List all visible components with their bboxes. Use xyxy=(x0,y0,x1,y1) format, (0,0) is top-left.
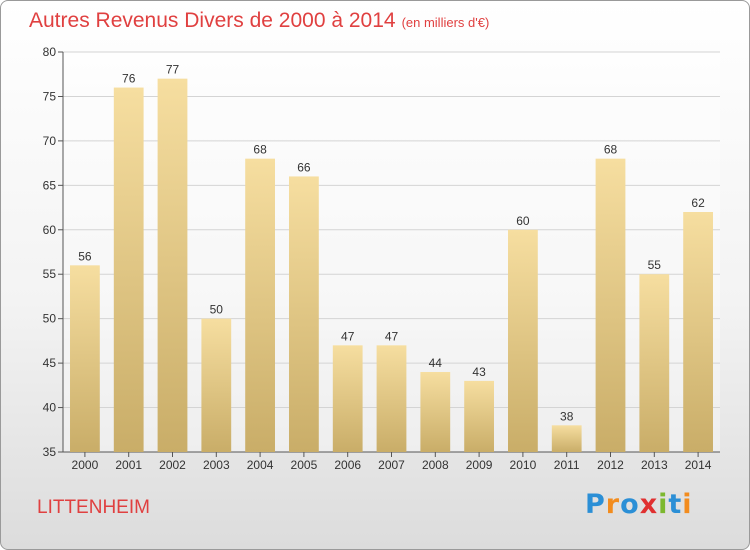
bar xyxy=(376,345,407,452)
x-tick-label: 2009 xyxy=(466,458,493,472)
data-label: 44 xyxy=(429,356,443,370)
data-label: 60 xyxy=(516,214,530,228)
y-tick-label: 80 xyxy=(43,45,57,59)
data-label: 56 xyxy=(78,249,92,263)
x-tick-label: 2006 xyxy=(334,458,361,472)
bar xyxy=(464,380,494,452)
bar xyxy=(332,345,363,452)
bar xyxy=(551,425,582,452)
bar xyxy=(157,78,188,453)
y-tick-label: 65 xyxy=(43,178,57,192)
data-label: 38 xyxy=(560,409,574,423)
y-tick-label: 35 xyxy=(43,445,57,459)
bar xyxy=(70,265,100,452)
chart-subtitle: (en milliers d'€) xyxy=(401,15,490,30)
data-label: 62 xyxy=(691,196,705,210)
data-label: 66 xyxy=(297,160,311,174)
x-tick-label: 2000 xyxy=(72,458,99,472)
logo-letter: i xyxy=(658,489,669,520)
x-tick-label: 2013 xyxy=(641,458,668,472)
bar xyxy=(595,158,626,452)
data-label: 47 xyxy=(385,329,399,343)
x-tick-label: 2003 xyxy=(203,458,230,472)
bar xyxy=(683,212,713,452)
logo-letter: t xyxy=(668,489,683,520)
data-label: 68 xyxy=(253,143,267,157)
logo-letter: x xyxy=(639,489,659,520)
data-label: 76 xyxy=(122,72,136,86)
x-tick-label: 2014 xyxy=(685,458,712,472)
data-label: 50 xyxy=(210,303,224,317)
x-tick-label: 2005 xyxy=(291,458,318,472)
logo-letter: o xyxy=(620,489,640,520)
y-tick-label: 45 xyxy=(43,356,57,370)
chart-title: Autres Revenus Divers de 2000 à 2014 (en … xyxy=(29,9,489,33)
data-label: 47 xyxy=(341,329,355,343)
data-label: 55 xyxy=(648,258,662,272)
logo-letter: i xyxy=(682,489,693,520)
x-tick-label: 2010 xyxy=(510,458,537,472)
data-label: 68 xyxy=(604,143,618,157)
bar xyxy=(245,158,275,452)
bar xyxy=(508,229,538,452)
x-tick-label: 2011 xyxy=(554,458,580,472)
x-tick-label: 2007 xyxy=(378,458,405,472)
y-tick-label: 55 xyxy=(43,267,57,281)
x-tick-label: 2001 xyxy=(115,458,142,472)
y-tick-label: 75 xyxy=(43,89,57,103)
data-label: 43 xyxy=(472,365,486,379)
y-tick-label: 50 xyxy=(43,312,57,326)
y-tick-label: 60 xyxy=(43,223,57,237)
x-tick-label: 2008 xyxy=(422,458,449,472)
y-tick-label: 70 xyxy=(43,134,57,148)
bar xyxy=(201,318,232,452)
bar xyxy=(289,176,319,452)
commune-name: LITTENHEIM xyxy=(37,497,150,518)
bar xyxy=(420,372,451,452)
data-label: 77 xyxy=(166,63,180,77)
bar xyxy=(113,87,144,453)
proxiti-logo: Proxiti xyxy=(585,489,693,520)
chart-title-text: Autres Revenus Divers de 2000 à 2014 xyxy=(29,9,396,32)
x-tick-label: 2002 xyxy=(159,458,186,472)
y-tick-label: 40 xyxy=(43,401,57,415)
x-tick-label: 2012 xyxy=(597,458,624,472)
logo-letter: P xyxy=(585,489,606,520)
bar xyxy=(639,274,670,452)
logo-letter: r xyxy=(605,489,621,520)
x-tick-label: 2004 xyxy=(247,458,274,472)
